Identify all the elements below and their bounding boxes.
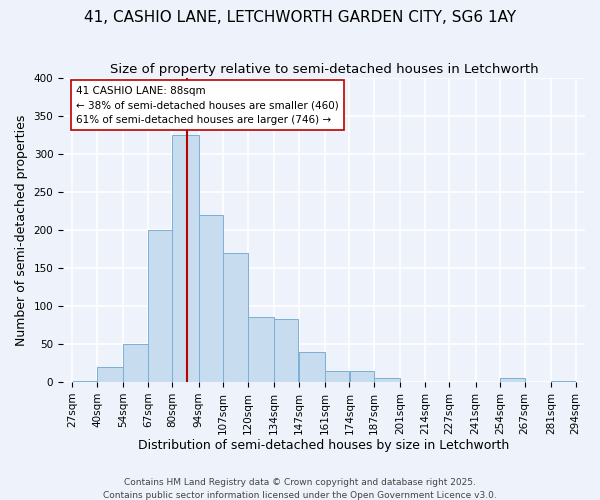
Bar [551,380,575,382]
Bar [248,318,274,382]
Bar [73,380,97,382]
Text: Contains HM Land Registry data © Crown copyright and database right 2025.
Contai: Contains HM Land Registry data © Crown c… [103,478,497,500]
Bar [199,215,223,382]
Bar [97,367,123,382]
Bar [274,319,298,382]
X-axis label: Distribution of semi-detached houses by size in Letchworth: Distribution of semi-detached houses by … [139,440,509,452]
Bar [350,370,374,382]
Bar [124,344,148,382]
Text: 41, CASHIO LANE, LETCHWORTH GARDEN CITY, SG6 1AY: 41, CASHIO LANE, LETCHWORTH GARDEN CITY,… [84,10,516,25]
Text: 41 CASHIO LANE: 88sqm
← 38% of semi-detached houses are smaller (460)
61% of sem: 41 CASHIO LANE: 88sqm ← 38% of semi-deta… [76,86,339,126]
Bar [299,352,325,382]
Bar [223,253,248,382]
Bar [374,378,400,382]
Bar [325,370,349,382]
Y-axis label: Number of semi-detached properties: Number of semi-detached properties [15,114,28,346]
Bar [148,230,172,382]
Bar [172,135,199,382]
Bar [500,378,524,382]
Title: Size of property relative to semi-detached houses in Letchworth: Size of property relative to semi-detach… [110,62,538,76]
